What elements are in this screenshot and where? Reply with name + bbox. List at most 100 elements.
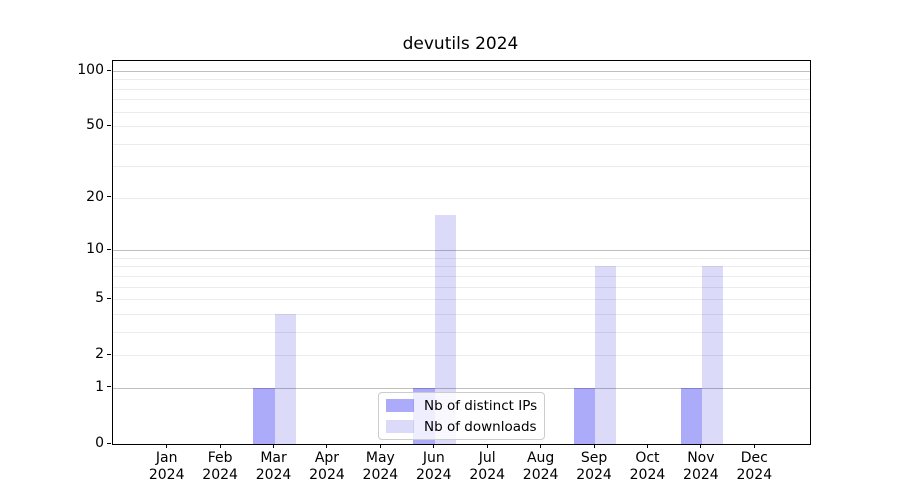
bar-downloads	[274, 313, 296, 444]
x-tick-year: 2024	[148, 467, 185, 483]
y-tick-label: 5	[95, 290, 104, 307]
y-tick-label: 100	[77, 62, 104, 78]
x-tick-label: Nov 2024	[659, 450, 743, 484]
legend-item-distinct-ips: Nb of distinct IPs	[386, 397, 537, 414]
x-tick-label: Jun 2024	[392, 450, 476, 484]
x-tick-month: Mar	[260, 450, 287, 466]
bar-distinct-ips	[680, 387, 702, 444]
x-tick-label: Feb 2024	[178, 450, 262, 484]
x-tick-mark	[753, 444, 755, 448]
x-tick-year: 2024	[522, 467, 559, 483]
x-tick-mark	[379, 444, 381, 448]
y-tick-mark	[107, 442, 111, 444]
bar-downloads	[595, 266, 617, 444]
x-tick-month: Aug	[526, 450, 555, 466]
x-tick-year: 2024	[736, 467, 773, 483]
gridline-minor	[113, 88, 810, 90]
gridline-minor	[113, 99, 810, 101]
gridline-minor	[113, 257, 810, 259]
legend-swatch-distinct-ips	[386, 399, 414, 412]
x-tick-mark	[593, 444, 595, 448]
y-tick-label: 0	[95, 435, 104, 451]
y-tick-mark	[107, 124, 111, 126]
gridline-minor	[113, 331, 810, 333]
x-tick-label: Aug 2024	[499, 450, 583, 484]
x-tick-month: Oct	[635, 450, 660, 466]
gridline-minor	[113, 313, 810, 315]
y-tick-label: 1	[95, 378, 104, 395]
x-tick-month: May	[365, 450, 395, 466]
legend-swatch-downloads	[386, 420, 414, 433]
x-tick-mark	[486, 444, 488, 448]
x-tick-month: Jun	[422, 450, 445, 466]
y-tick-mark	[107, 69, 111, 71]
x-tick-month: Sep	[580, 450, 608, 466]
x-tick-label: Jan 2024	[125, 450, 209, 484]
gridline-minor	[113, 266, 810, 268]
bar-distinct-ips	[253, 387, 275, 444]
x-tick-year: 2024	[415, 467, 452, 483]
x-tick-year: 2024	[202, 467, 238, 483]
x-tick-month: Feb	[207, 450, 233, 466]
x-tick-mark	[433, 444, 435, 448]
x-tick-mark	[326, 444, 328, 448]
gridline-major	[113, 71, 810, 72]
gridline-minor	[113, 143, 810, 145]
gridline-minor	[113, 197, 810, 199]
gridline-minor	[113, 166, 810, 168]
y-tick-mark	[107, 297, 111, 299]
legend-label-distinct-ips: Nb of distinct IPs	[424, 397, 538, 414]
gridline-minor	[113, 286, 810, 288]
gridline-major	[113, 387, 810, 389]
legend: Nb of distinct IPs Nb of downloads	[378, 392, 546, 440]
legend-item-downloads: Nb of downloads	[386, 418, 537, 435]
gridline-minor	[113, 299, 810, 301]
gridline-minor	[113, 111, 810, 113]
bar-downloads	[434, 215, 457, 444]
x-tick-label: Dec 2024	[712, 450, 796, 484]
y-tick-label: 10	[86, 241, 104, 258]
x-tick-month: Nov	[687, 450, 715, 466]
chart-title: devutils 2024	[402, 34, 519, 54]
x-tick-label: Mar 2024	[232, 450, 316, 484]
x-tick-mark	[540, 444, 542, 448]
x-tick-label: Oct 2024	[605, 450, 689, 484]
x-tick-year: 2024	[683, 467, 719, 483]
x-tick-month: Dec	[740, 450, 768, 466]
x-tick-year: 2024	[469, 467, 506, 483]
x-tick-month: Apr	[314, 450, 340, 466]
gridline-minor	[113, 79, 810, 81]
y-tick-mark	[107, 248, 111, 250]
x-tick-mark	[166, 444, 168, 448]
x-tick-label: Apr 2024	[285, 450, 369, 484]
x-tick-year: 2024	[629, 467, 666, 483]
x-tick-mark	[646, 444, 648, 448]
gridline-minor	[113, 126, 810, 128]
x-tick-label: Jul 2024	[445, 450, 529, 484]
x-tick-year: 2024	[576, 467, 612, 483]
y-tick-label: 2	[95, 346, 104, 363]
legend-label-downloads: Nb of downloads	[424, 418, 537, 435]
y-tick-label: 50	[86, 117, 104, 134]
bar-distinct-ips	[573, 387, 596, 444]
y-tick-mark	[107, 196, 111, 198]
x-tick-year: 2024	[309, 467, 345, 483]
y-tick-mark	[107, 353, 111, 355]
y-tick-mark	[107, 386, 111, 388]
x-tick-mark	[700, 444, 702, 448]
bar-downloads	[701, 266, 724, 444]
x-tick-mark	[273, 444, 275, 448]
gridline-major	[113, 250, 810, 252]
x-tick-year: 2024	[255, 467, 292, 483]
x-tick-label: Sep 2024	[552, 450, 636, 484]
x-tick-mark	[219, 444, 221, 448]
gridline-minor	[113, 275, 810, 277]
y-tick-label: 20	[86, 188, 104, 205]
x-tick-year: 2024	[362, 467, 399, 483]
plot-area	[112, 60, 811, 445]
x-tick-label: May 2024	[338, 450, 422, 484]
gridline-minor	[113, 355, 810, 357]
x-tick-month: Jul	[478, 450, 496, 466]
x-tick-month: Jan	[155, 450, 178, 466]
